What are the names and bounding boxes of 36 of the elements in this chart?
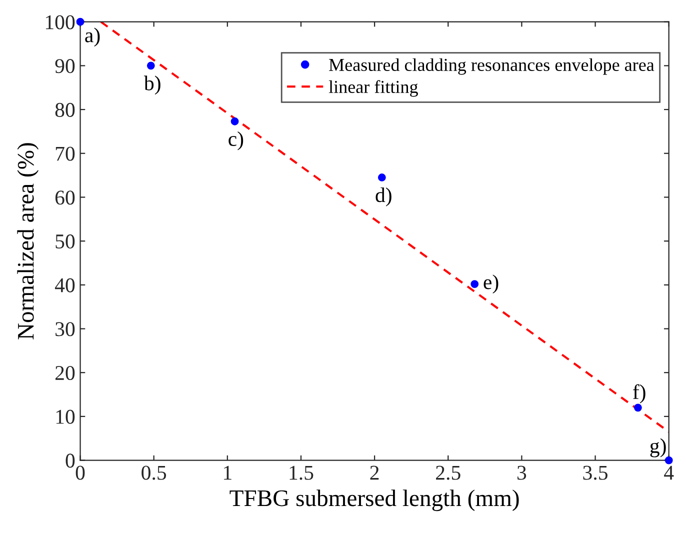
x-tick-label: 1 bbox=[224, 466, 232, 480]
x-tick-label: 0.5 bbox=[142, 466, 166, 480]
y-tick-label: 0 bbox=[66, 454, 75, 468]
y-axis-title: Normalized area (%) bbox=[17, 143, 39, 340]
x-tick-label: 3.5 bbox=[583, 466, 608, 480]
annotation: g) bbox=[650, 438, 666, 458]
x-tick-label: 2 bbox=[370, 466, 379, 480]
x-tick-label: 3 bbox=[517, 466, 526, 480]
annotation: f) bbox=[633, 384, 646, 404]
annotation: e) bbox=[484, 274, 498, 294]
y-tick-label: 20 bbox=[55, 366, 75, 380]
point bbox=[634, 404, 642, 412]
point bbox=[470, 280, 479, 288]
y-tick-label: 60 bbox=[55, 190, 75, 205]
x-axis-title: TFBG submersed length (mm) bbox=[230, 490, 519, 512]
annotation: a) bbox=[85, 28, 100, 47]
x-tick-label: 4 bbox=[664, 466, 674, 480]
annotation: d) bbox=[376, 187, 392, 206]
x-tick-label: 2.5 bbox=[436, 466, 460, 480]
annotation: c) bbox=[228, 131, 244, 150]
legend-label: Measured cladding resonances envelope area bbox=[329, 58, 654, 75]
y-tick-label: 30 bbox=[56, 322, 75, 336]
annotation: b) bbox=[144, 76, 160, 95]
y-tick-label: 10 bbox=[56, 410, 75, 424]
point bbox=[378, 174, 386, 182]
legend-label: linear fitting bbox=[328, 80, 418, 97]
x-tick-label: 1.5 bbox=[290, 466, 314, 480]
y-tick-label: 50 bbox=[56, 234, 75, 248]
y-tick-label: 70 bbox=[56, 146, 75, 161]
y-tick-label: 40 bbox=[54, 278, 75, 292]
y-tick-label: 80 bbox=[55, 102, 75, 117]
y-tick-label: 90 bbox=[55, 59, 75, 74]
y-tick-label: 100 bbox=[46, 15, 75, 30]
x-tick-label: 0 bbox=[76, 466, 85, 480]
point bbox=[230, 117, 239, 126]
point bbox=[146, 62, 155, 70]
